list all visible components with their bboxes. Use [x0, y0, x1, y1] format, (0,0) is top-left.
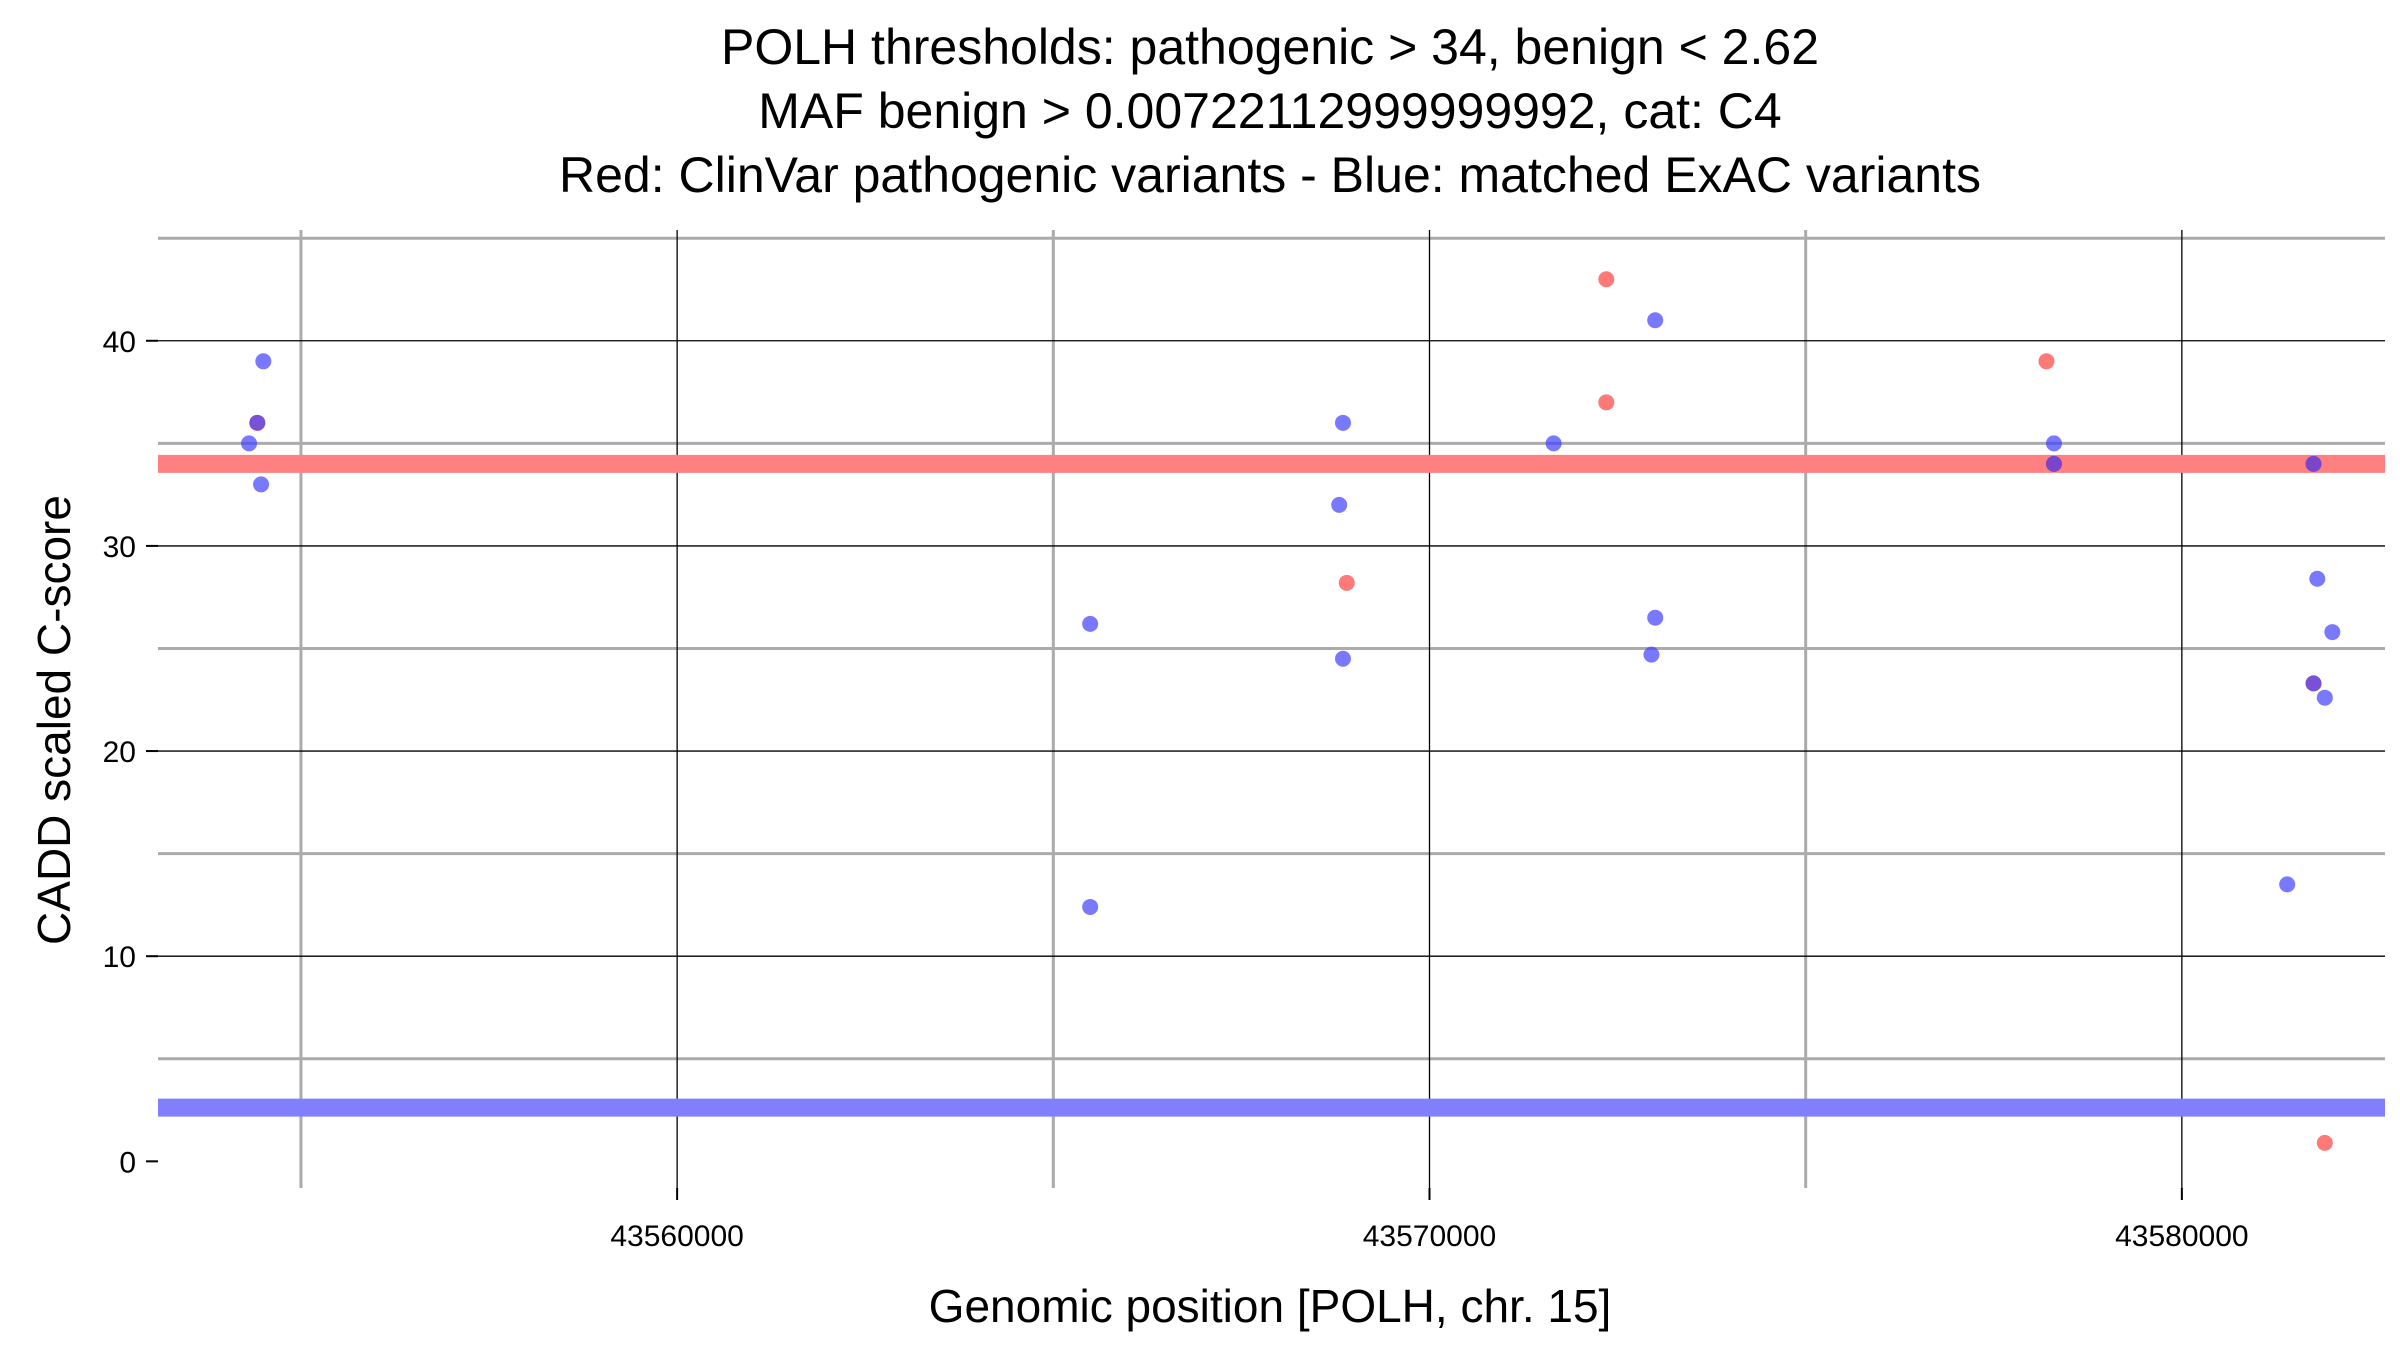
exac-point — [1082, 898, 1099, 915]
y-tick-label: 40 — [103, 326, 136, 359]
chart-title: POLH thresholds: pathogenic > 34, benign… — [559, 19, 1981, 203]
minor-grid — [158, 230, 2385, 1188]
exac-point — [1082, 615, 1099, 632]
major-grid — [158, 230, 2385, 1188]
exac-point — [255, 353, 272, 370]
y-tick-label: 20 — [103, 736, 136, 769]
data-points — [241, 271, 2341, 1151]
clinvar-point — [2316, 1134, 2333, 1151]
clinvar-point — [1338, 574, 1355, 591]
threshold-lines — [158, 454, 2385, 1117]
title-line-3: Red: ClinVar pathogenic variants - Blue:… — [559, 147, 1981, 203]
y-tick-label: 30 — [103, 531, 136, 564]
clinvar-point — [1598, 271, 1615, 288]
y-tick-label: 10 — [103, 941, 136, 974]
clinvar-point — [1598, 394, 1615, 411]
clinvar-point — [2038, 353, 2055, 370]
x-tick-label: 43570000 — [1363, 1220, 1496, 1253]
exac-point — [1545, 435, 1562, 452]
exac-point — [2324, 624, 2341, 641]
exac-point — [2305, 455, 2322, 472]
exac-point — [253, 476, 270, 493]
exac-point — [1334, 650, 1351, 667]
exac-point — [2316, 689, 2333, 706]
title-line-1: POLH thresholds: pathogenic > 34, benign… — [721, 19, 1819, 75]
x-axis-title: Genomic position [POLH, chr. 15] — [929, 1280, 1612, 1332]
title-line-2: MAF benign > 0.00722112999999992, cat: C… — [758, 83, 1781, 139]
exac-point — [2279, 876, 2296, 893]
x-tick-label: 43580000 — [2115, 1220, 2248, 1253]
exac-point — [2309, 570, 2326, 587]
x-tick-label: 43560000 — [610, 1220, 743, 1253]
exac-point — [249, 414, 266, 431]
exac-point — [1647, 609, 1664, 626]
exac-point — [2045, 455, 2062, 472]
exac-point — [1643, 646, 1660, 663]
exac-point — [1334, 414, 1351, 431]
exac-point — [2045, 435, 2062, 452]
exac-point — [1647, 312, 1664, 329]
exac-point — [2305, 675, 2322, 692]
axes: 0 10 20 30 40 43560000 43570000 43580000 — [103, 326, 2249, 1253]
y-tick-label: 0 — [119, 1146, 136, 1179]
exac-point — [1331, 496, 1348, 513]
y-axis-title: CADD scaled C-score — [28, 495, 80, 945]
exac-point — [241, 435, 258, 452]
